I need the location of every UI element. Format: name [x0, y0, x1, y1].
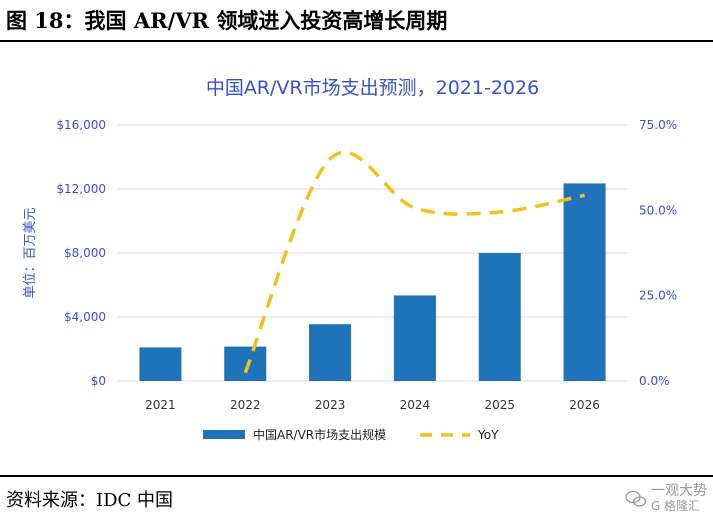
bar-2026: [563, 183, 606, 381]
left-tick-label: $12,000: [56, 182, 106, 196]
x-tick-label: 2021: [145, 398, 176, 412]
bar-2025: [478, 253, 521, 381]
bar-2021: [139, 347, 182, 381]
bottom-rule: [0, 475, 713, 477]
x-tick-label: 2025: [484, 398, 515, 412]
right-tick-label: 75.0%: [639, 118, 677, 132]
left-tick-label: $16,000: [56, 118, 106, 132]
figure-title: 图 18：我国 AR/VR 领域进入投资高增长周期: [6, 8, 448, 33]
y-axis-label: 单位：百万美元: [23, 207, 38, 298]
legend-line-label: YoY: [477, 428, 499, 442]
legend-bar-swatch: [203, 430, 245, 439]
chart-title: 中国AR/VR市场支出预测，2021-2026: [206, 77, 539, 99]
watermark-line2: G 格隆汇: [651, 499, 701, 513]
x-tick-label: 2022: [230, 398, 261, 412]
watermark-line1: 一观大势: [651, 483, 707, 499]
legend-bar-label: 中国AR/VR市场支出规模: [253, 427, 386, 442]
left-tick-label: $0: [91, 374, 106, 388]
watermark: 一观大势 G 格隆汇: [625, 484, 707, 514]
right-tick-label: 0.0%: [639, 374, 670, 388]
bar-2022: [224, 346, 267, 381]
x-tick-label: 2026: [569, 398, 600, 412]
source-note: 资料来源：IDC 中国: [6, 490, 174, 511]
yoy-line: [243, 150, 585, 374]
chart: 中国AR/VR市场支出预测，2021-2026 $0 $4,000 $8,000 $12…: [23, 77, 677, 442]
bar-2023: [309, 324, 352, 381]
left-tick-label: $8,000: [64, 246, 106, 260]
top-rule: [0, 40, 713, 42]
wechat-icon: [625, 490, 647, 507]
x-tick-label: 2024: [400, 398, 431, 412]
bar-2024: [393, 295, 436, 381]
left-tick-label: $4,000: [64, 310, 106, 324]
x-tick-label: 2023: [315, 398, 346, 412]
right-tick-label: 25.0%: [639, 289, 677, 303]
right-tick-label: 50.0%: [639, 203, 677, 217]
